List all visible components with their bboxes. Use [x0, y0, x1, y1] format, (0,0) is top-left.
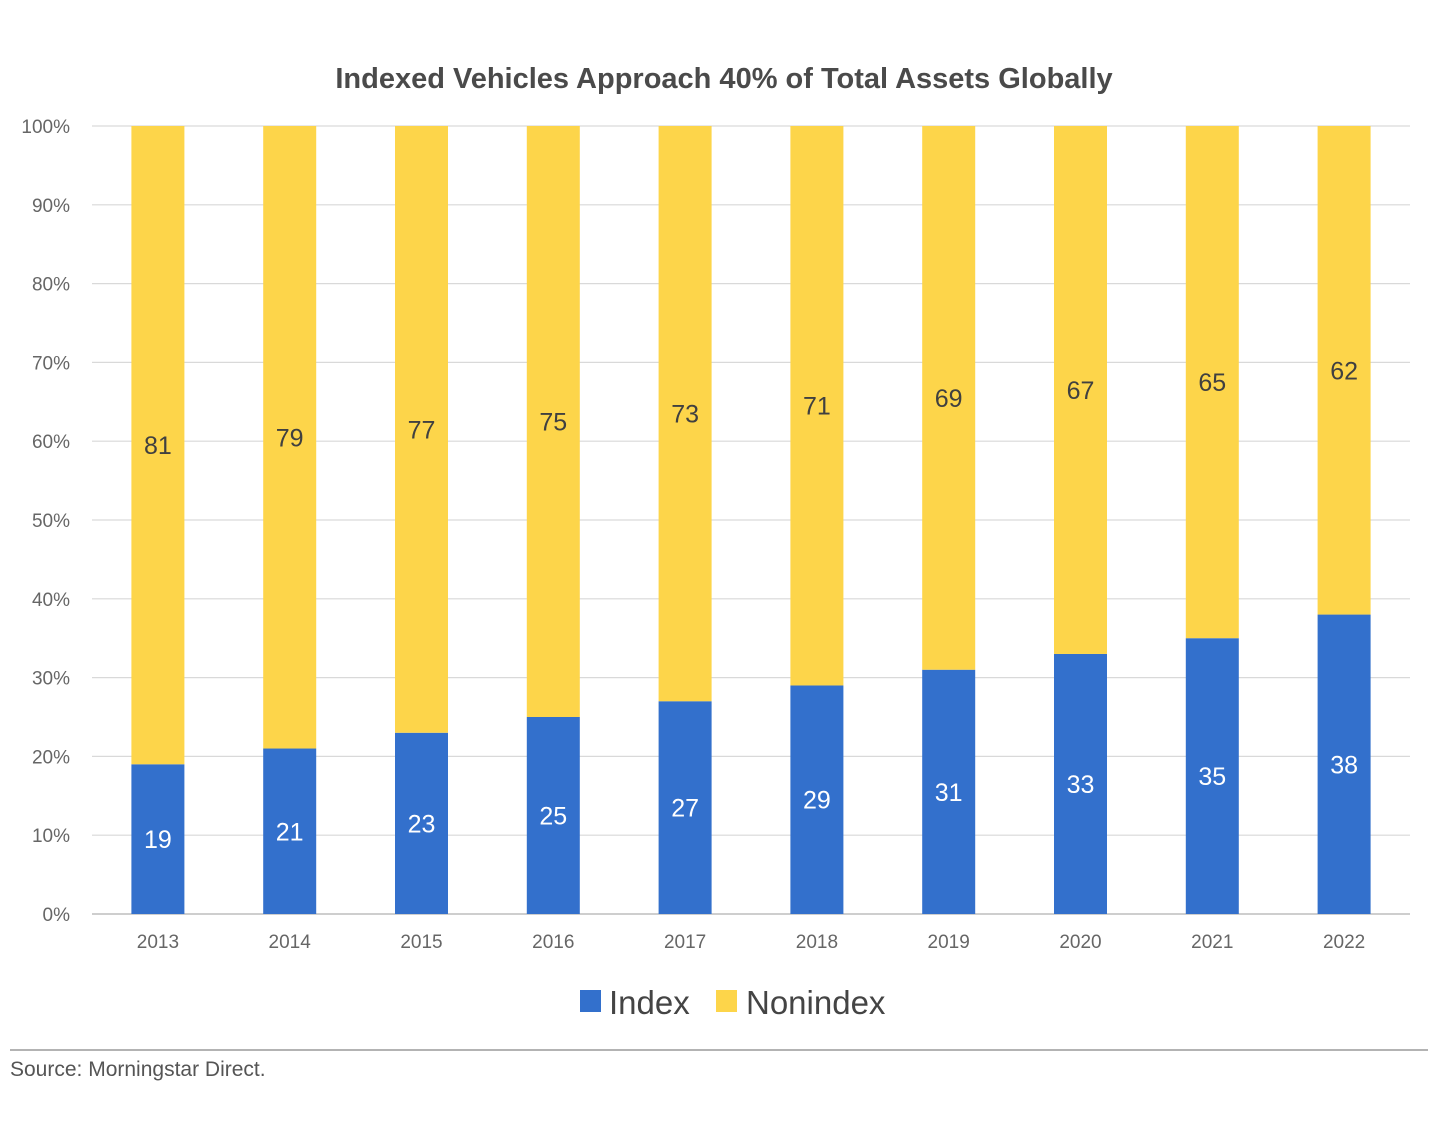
data-label-nonindex: 77: [408, 416, 436, 444]
x-tick-label: 2021: [1191, 932, 1233, 953]
data-label-index: 35: [1198, 763, 1226, 791]
bar-index: [1185, 638, 1239, 914]
x-axis-ticks: 2013 2014 2015 2016 2017 2018 2019 2020 2021 2022: [137, 932, 1365, 953]
bar-index: [790, 685, 844, 914]
legend: Index Nonindex: [580, 984, 886, 1021]
y-tick-label: 80%: [32, 275, 70, 296]
x-tick-label: 2022: [1323, 932, 1365, 953]
x-tick-label: 2016: [532, 932, 574, 953]
data-label-nonindex: 71: [803, 393, 831, 421]
data-label-nonindex: 81: [144, 432, 172, 460]
x-tick-label: 2020: [1059, 932, 1101, 953]
data-labels: 19 81 21 79 23 77 25 75 27 73 29 71 31 69 33 67 35 65 38 62: [144, 357, 1358, 854]
data-label-nonindex: 75: [539, 409, 567, 437]
bar-nonindex: [1185, 126, 1239, 639]
data-label-index: 33: [1067, 771, 1095, 799]
bar-nonindex: [526, 126, 580, 717]
y-tick-label: 50%: [32, 511, 70, 532]
y-tick-label: 20%: [32, 747, 70, 768]
y-tick-label: 100%: [21, 117, 70, 138]
data-label-nonindex: 79: [276, 424, 304, 452]
bar-index: [1317, 614, 1371, 914]
y-tick-label: 40%: [32, 590, 70, 611]
data-label-index: 27: [671, 795, 699, 823]
bar-nonindex: [131, 126, 185, 765]
x-tick-label: 2014: [269, 932, 312, 953]
bar-nonindex: [658, 126, 712, 702]
bar-nonindex: [922, 126, 976, 670]
data-label-nonindex: 67: [1067, 377, 1095, 405]
chart-title: Indexed Vehicles Approach 40% of Total A…: [335, 63, 1112, 95]
data-label-index: 19: [144, 826, 172, 854]
data-label-nonindex: 69: [935, 385, 963, 413]
data-label-nonindex: 62: [1330, 357, 1358, 385]
x-tick-label: 2018: [796, 932, 838, 953]
data-label-index: 21: [276, 818, 304, 846]
bar-nonindex: [1317, 126, 1371, 615]
bar-index: [922, 669, 976, 914]
bar-index: [131, 764, 185, 914]
legend-swatch-nonindex: [716, 990, 737, 1012]
legend-label-nonindex: Nonindex: [746, 984, 886, 1021]
bar-index: [526, 717, 580, 914]
legend-swatch-index: [580, 990, 601, 1012]
y-tick-label: 0%: [43, 905, 71, 926]
source-note: Source: Morningstar Direct.: [10, 1058, 266, 1081]
x-tick-label: 2015: [400, 932, 442, 953]
bars: [131, 126, 1371, 914]
data-label-index: 25: [539, 803, 567, 831]
bar-nonindex: [263, 126, 317, 749]
bar-index: [658, 701, 712, 914]
bar-nonindex: [395, 126, 448, 733]
data-label-index: 31: [935, 779, 963, 807]
legend-label-index: Index: [609, 984, 690, 1021]
bar-index: [263, 748, 317, 914]
data-label-nonindex: 65: [1198, 369, 1226, 397]
y-tick-label: 10%: [32, 826, 70, 847]
x-tick-label: 2017: [664, 932, 706, 953]
y-axis-ticks: 0% 10% 20% 30% 40% 50% 60% 70% 80% 90% 100%: [21, 117, 70, 926]
data-label-nonindex: 73: [671, 401, 699, 429]
bar-index: [395, 732, 448, 914]
x-tick-label: 2019: [928, 932, 970, 953]
y-tick-label: 70%: [32, 353, 70, 374]
data-label-index: 29: [803, 787, 831, 815]
x-tick-label: 2013: [137, 932, 179, 953]
bar-nonindex: [1054, 126, 1107, 654]
bar-index: [1054, 653, 1107, 914]
data-label-index: 38: [1330, 751, 1358, 779]
y-tick-label: 90%: [32, 196, 70, 217]
y-tick-label: 30%: [32, 669, 70, 690]
y-tick-label: 60%: [32, 432, 70, 453]
bar-nonindex: [790, 126, 844, 686]
data-label-index: 23: [408, 810, 436, 838]
